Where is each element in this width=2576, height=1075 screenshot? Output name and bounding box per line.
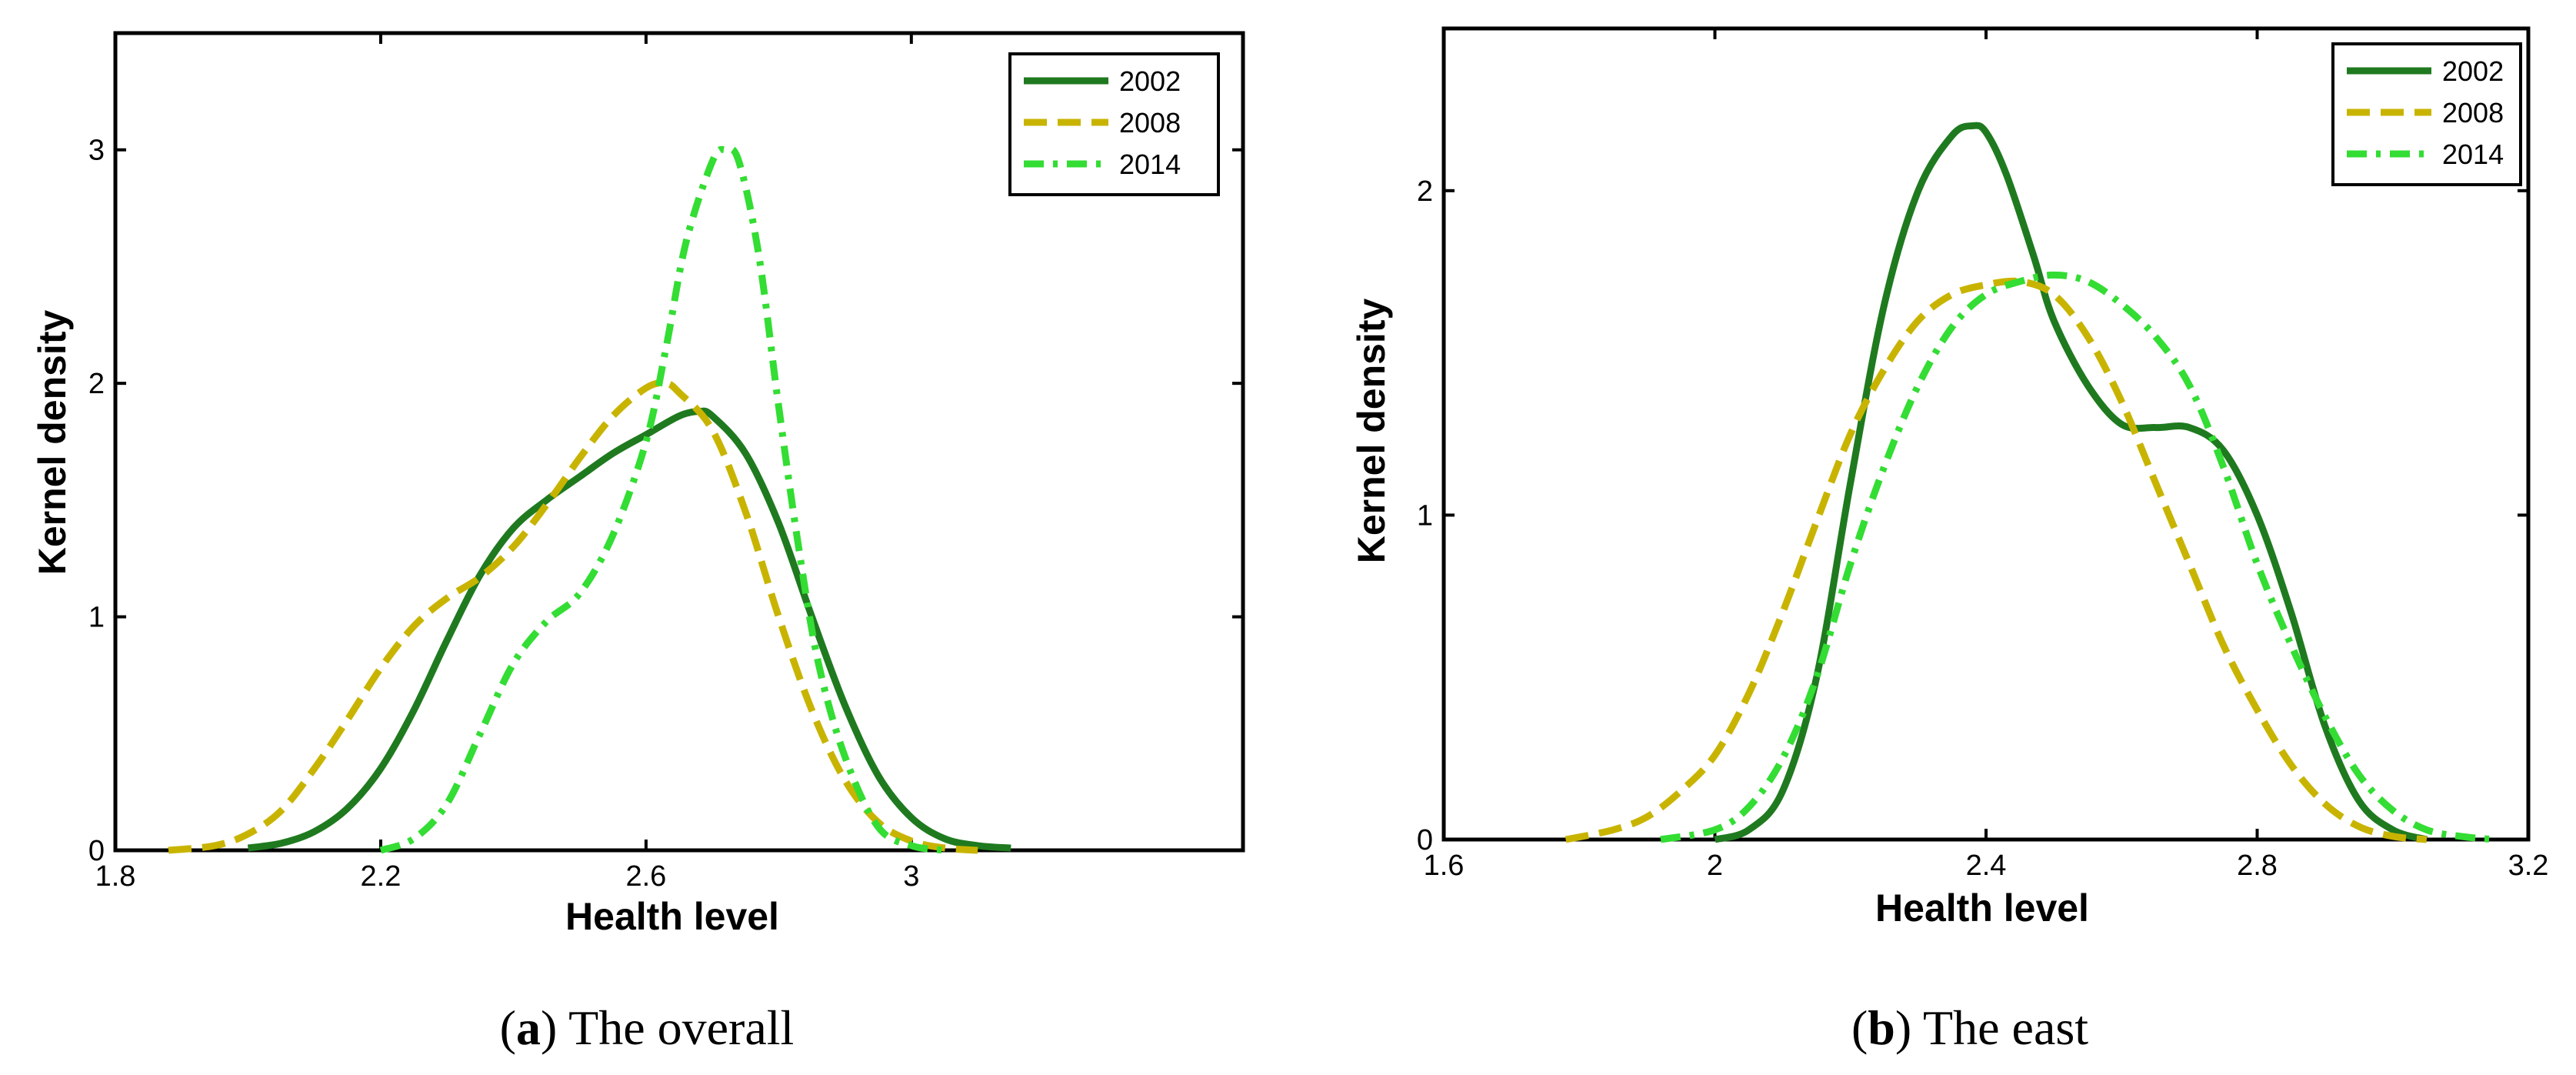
caption-title: The east	[1911, 1000, 2088, 1055]
y-tick-label: 2	[1417, 175, 1433, 208]
x-tick-label: 2.6	[625, 860, 666, 893]
series-line-2008	[168, 379, 978, 854]
x-tick-label: 2.2	[361, 860, 402, 893]
series-line-2002	[1714, 122, 2428, 843]
y-tick-label: 0	[88, 835, 105, 867]
y-tick-label: 3	[88, 135, 105, 167]
x-tick-labels: 1.8 2.2 2.6 3	[95, 860, 920, 893]
legend-label-2014: 2014	[2442, 139, 2504, 170]
y-tick-label: 1	[1417, 499, 1433, 532]
legend: 2002 2008 2014	[2331, 42, 2522, 186]
y-tick-label: 0	[1417, 824, 1433, 856]
tick-marks	[1442, 28, 2530, 841]
x-tick-label: 2.4	[1966, 850, 2007, 882]
series-lines	[1565, 122, 2495, 843]
x-tick-label: 1.6	[1424, 850, 1465, 882]
caption: (b) The east	[1851, 1000, 2088, 1055]
y-axis-label: Kernel density	[31, 310, 74, 576]
y-axis-label: Kernel density	[1350, 299, 1393, 564]
panel-east: 1.6 2 2.4 2.8 3.2 0 1 2 Health level Kernel de…	[1350, 26, 2549, 1055]
y-tick-label: 2	[88, 368, 105, 400]
tick-marks	[114, 33, 1243, 852]
legend-label-2002: 2002	[2442, 55, 2504, 87]
caption: (a) The overall	[500, 1000, 795, 1055]
x-axis-label: Health level	[565, 895, 779, 938]
y-tick-labels: 0 1 2 3	[88, 135, 105, 867]
axes-frame	[113, 31, 1245, 853]
legend: 2002 2008 2014	[1008, 52, 1220, 196]
legend-label-2014: 2014	[1119, 149, 1181, 180]
legend-label-2008: 2008	[1119, 107, 1181, 139]
caption-letter: a	[516, 1000, 541, 1055]
x-tick-label: 3.2	[2508, 850, 2549, 882]
x-tick-labels: 1.6 2 2.4 2.8 3.2	[1424, 850, 2549, 882]
x-tick-label: 2.8	[2237, 850, 2278, 882]
caption-title: The overall	[557, 1000, 794, 1055]
series-line-2014	[1660, 271, 2495, 843]
x-tick-label: 3	[903, 860, 919, 893]
panel-overall: 1.8 2.2 2.6 3 0 1 2 3 Health level Kernel dens…	[31, 31, 1245, 1055]
legend-label-2008: 2008	[2442, 97, 2504, 129]
series-line-2008	[1565, 277, 2428, 843]
x-tick-label: 1.8	[95, 860, 136, 893]
y-tick-label: 1	[88, 602, 105, 634]
series-line-2002	[247, 407, 1011, 852]
x-axis-label: Health level	[1875, 886, 2089, 930]
x-tick-label: 2	[1707, 850, 1723, 882]
series-line-2014	[379, 145, 945, 854]
series-lines	[168, 145, 1011, 854]
y-tick-labels: 0 1 2	[1417, 175, 1433, 856]
legend-label-2002: 2002	[1119, 65, 1181, 97]
caption-letter: b	[1868, 1000, 1895, 1055]
